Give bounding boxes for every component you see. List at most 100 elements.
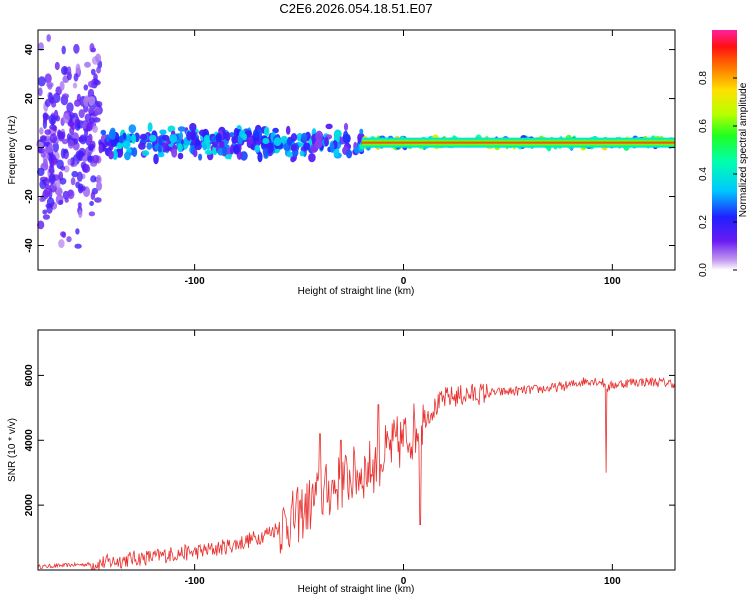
spectrogram-cell: [157, 145, 162, 154]
spectrogram-cell: [54, 61, 60, 71]
spectrogram-cell: [263, 126, 270, 137]
spectrogram-cell: [131, 147, 138, 158]
spectrogram-y-ticks: -40 -20 0 20 40: [24, 44, 675, 253]
spectrogram-cell: [96, 66, 101, 74]
spectrogram-cell: [240, 151, 248, 161]
spectrogram-cell: [39, 179, 47, 190]
spectrogram-cell: [158, 136, 163, 146]
spectrogram-cell: [61, 45, 66, 55]
spectrogram-cell: [61, 93, 70, 99]
spectrogram-cell: [177, 143, 183, 153]
spectrogram-cell: [89, 201, 94, 206]
spectrogram-cell: [77, 183, 84, 194]
spectrogram-x-ticks: -100 0 100: [185, 30, 621, 287]
spectrogram-cell: [233, 144, 240, 155]
chart-title: C2E6.2026.054.18.51.E07: [279, 1, 432, 16]
spectrogram-cell: [54, 187, 63, 196]
spectrogram-cell: [75, 118, 80, 125]
spectrogram-cell: [142, 150, 150, 157]
spectrogram-cell: [128, 124, 137, 134]
spectrogram-cell: [231, 135, 237, 144]
spectrogram-cell: [112, 150, 118, 161]
spectrogram-cell: [94, 107, 103, 115]
snr-x-ticks: -100 0 100: [185, 330, 621, 587]
spectrogram-cell: [314, 139, 323, 149]
spectrogram-cell: [253, 129, 259, 138]
spectrogram-cell: [343, 122, 349, 131]
spectrogram-cell: [179, 131, 183, 140]
colorbar-tick-label: 0.2: [698, 215, 709, 229]
spectrogram-cell: [283, 143, 290, 152]
spectrogram-cell: [229, 144, 235, 155]
spectrogram-cell: [67, 158, 72, 166]
spectrogram-cell: [73, 73, 79, 82]
spectrogram-panel: -100 0 100 -40 -20 0 20 40 Height of straight …: [7, 29, 676, 297]
spectrogram-cell: [63, 148, 68, 154]
spectrogram-cell: [45, 203, 53, 209]
spectrogram-xtick-label: -100: [185, 276, 205, 287]
spectrogram-cell: [60, 231, 66, 237]
spectrogram-cell: [177, 152, 184, 160]
spectrogram-cell: [96, 101, 103, 108]
spectrogram-cell: [64, 197, 69, 203]
spectrogram-cell: [71, 170, 79, 178]
spectrogram-cell: [42, 209, 48, 215]
spectrogram-cell: [52, 141, 59, 153]
spectrogram-cell: [78, 210, 83, 218]
spectrogram-cell: [94, 197, 102, 203]
spectrogram-cell: [149, 134, 157, 142]
spectrogram-cell: [222, 146, 228, 155]
spectrogram-cell: [346, 149, 353, 159]
snr-y-ticks: 2000 4000 6000: [24, 364, 675, 516]
spectrogram-cell: [78, 147, 86, 157]
spectrogram-cell: [139, 133, 148, 141]
colorbar: 0.0 0.2 0.4 0.6 0.8 Normalized spectral ampl…: [698, 30, 749, 277]
spectrogram-cell: [37, 76, 46, 87]
spectrogram-cell: [59, 81, 65, 91]
spectrogram-cell: [46, 34, 51, 42]
colorbar-tick-label: 0.4: [698, 167, 709, 181]
spectrogram-cell: [58, 239, 65, 249]
spectrogram-cells: [36, 34, 676, 249]
spectrogram-cell: [66, 102, 74, 113]
spectrogram-x-label: Height of straight line (km): [298, 286, 415, 297]
spectrogram-cell: [88, 96, 96, 106]
spectrogram-cell: [86, 136, 92, 143]
spectrogram-cell: [89, 43, 95, 53]
spectrogram-cell: [108, 150, 114, 160]
spectrogram-cell: [257, 151, 263, 163]
snr-frame: [37, 329, 676, 571]
spectrogram-cell: [159, 129, 167, 135]
spectrogram-cell: [202, 143, 207, 151]
spectrogram-cell: [229, 132, 234, 138]
spectrogram-ytick-label: -40: [24, 238, 35, 253]
spectrogram-cell: [100, 129, 107, 136]
colorbar-gradient: [712, 30, 737, 270]
spectrogram-cell: [46, 81, 54, 88]
spectrogram-cell: [76, 171, 83, 182]
spectrogram-xtick-label: 0: [401, 276, 407, 287]
spectrogram-cell: [205, 149, 213, 155]
spectrogram-cell: [44, 98, 51, 107]
spectrogram-cell: [44, 73, 52, 84]
spectrogram-xtick-label: 100: [604, 276, 621, 287]
spectrogram-cell: [225, 131, 231, 142]
spectrogram-cell: [153, 153, 159, 165]
spectrogram-cell: [324, 136, 329, 147]
spectrogram-cell: [61, 138, 68, 145]
snr-y-label: SNR (10 * v/v): [7, 418, 18, 482]
spectrogram-cell: [74, 243, 82, 249]
spectrogram-cell: [157, 152, 165, 158]
spectrogram-cell: [95, 174, 102, 185]
spectrogram-cell: [36, 141, 44, 148]
spectrogram-cell: [262, 146, 269, 157]
snr-panel: -100 0 100 2000 4000 6000 Height of straight…: [7, 329, 676, 595]
spectrogram-cell: [38, 42, 44, 51]
spectrogram-cell: [138, 142, 146, 150]
spectrogram-cell: [131, 133, 137, 144]
colorbar-label: Normalized spectral amplitude: [738, 82, 749, 217]
spectrogram-cell: [93, 117, 101, 123]
spectrogram-cell: [90, 68, 96, 76]
spectrogram-band-core: [361, 141, 675, 144]
